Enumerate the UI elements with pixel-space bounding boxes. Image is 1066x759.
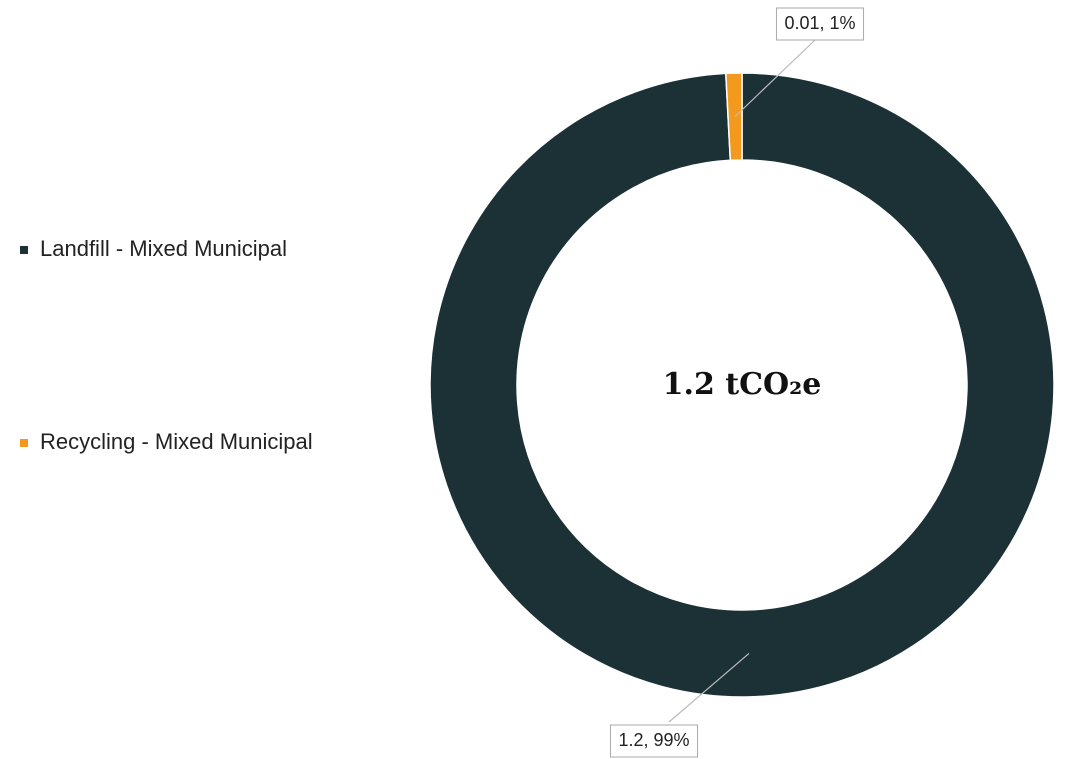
value-label-box <box>775 7 865 41</box>
value-label-box <box>609 724 699 758</box>
legend-label: Recycling - Mixed Municipal <box>40 429 313 454</box>
legend-marker <box>20 439 28 447</box>
value-label: 1.2, 99% <box>618 730 689 750</box>
donut-slice <box>429 72 1055 698</box>
leader-line <box>668 652 750 723</box>
donut-slice <box>725 72 743 162</box>
center-label: 1.2 tCO₂e <box>663 367 822 402</box>
legend-marker <box>20 246 28 254</box>
leader-line <box>734 39 816 118</box>
value-label: 0.01, 1% <box>784 13 855 33</box>
legend-label: Landfill - Mixed Municipal <box>40 236 287 261</box>
